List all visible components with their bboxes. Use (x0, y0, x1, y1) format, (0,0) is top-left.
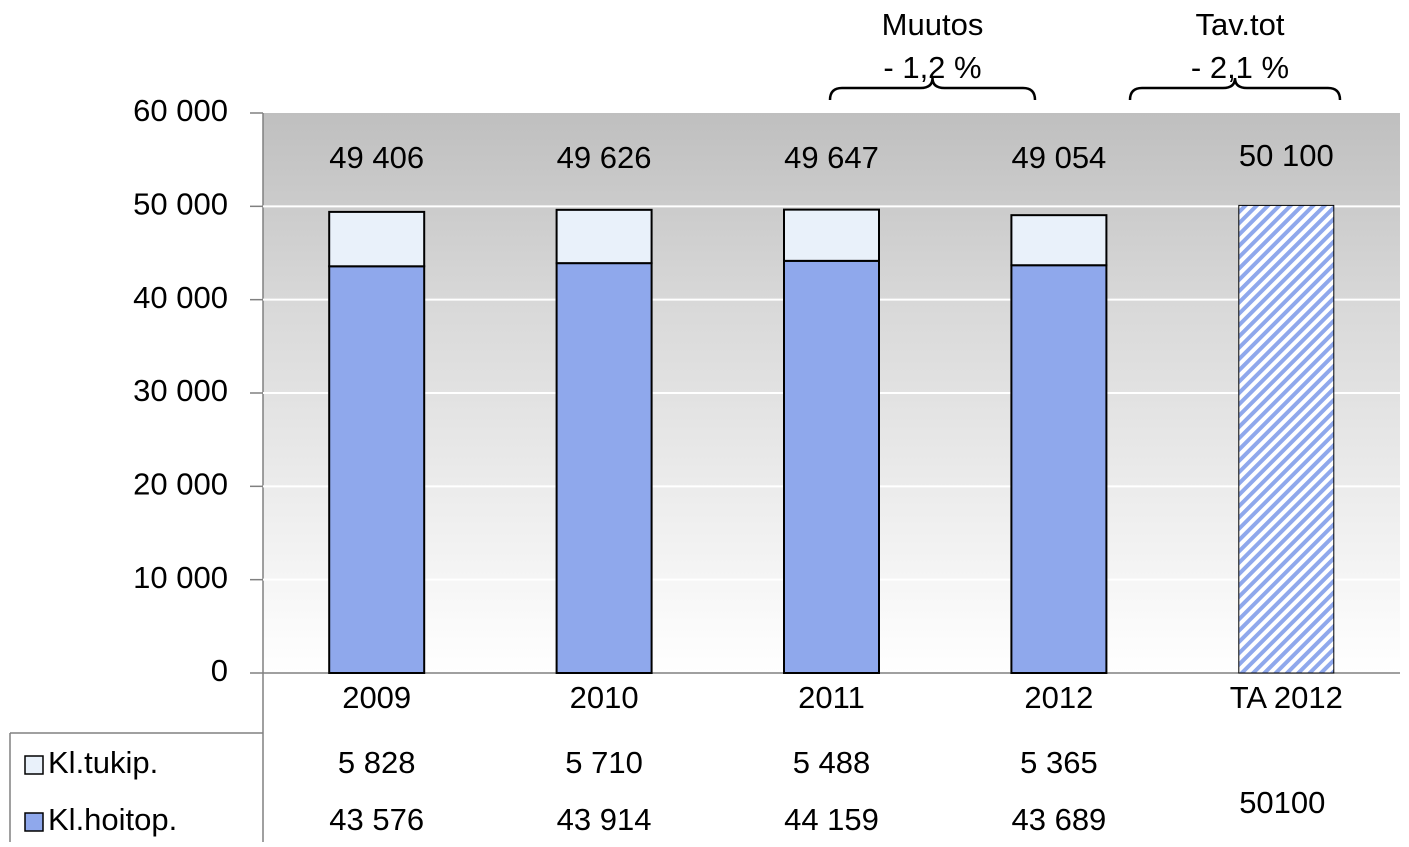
annotation-brace (1128, 77, 1342, 101)
budget-bar (1238, 204, 1335, 674)
table-value: 44 159 (784, 802, 879, 837)
bar-segment (555, 208, 653, 265)
table-value: 43 689 (1011, 802, 1106, 837)
y-tick-label: 0 (211, 653, 228, 688)
y-tick-label: 10 000 (133, 560, 228, 595)
annotation-brace (828, 77, 1037, 101)
bar-segment (1010, 214, 1108, 267)
legend-swatch (24, 755, 44, 775)
y-tick-label: 30 000 (133, 373, 228, 408)
annotation-title: Tav.tot (1195, 7, 1284, 42)
y-tick-label: 50 000 (133, 187, 228, 222)
bar-segment (1010, 264, 1108, 674)
bar-segment (328, 265, 426, 674)
table-value: 5 828 (338, 745, 416, 780)
table-value: 5 488 (793, 745, 871, 780)
legend-label: Kl.hoitop. (48, 802, 177, 837)
x-tick-label: TA 2012 (1230, 680, 1343, 715)
y-tick-label: 60 000 (133, 93, 228, 128)
y-tick-label: 20 000 (133, 467, 228, 502)
table-value: 5 365 (1020, 745, 1098, 780)
annotation-title: Muutos (882, 7, 984, 42)
x-tick-label: 2010 (570, 680, 639, 715)
legend-label: Kl.tukip. (48, 745, 158, 780)
x-tick-label: 2009 (342, 680, 411, 715)
x-tick-label: 2011 (798, 680, 865, 715)
x-tick-label: 2012 (1024, 680, 1093, 715)
table-value: 43 914 (557, 802, 652, 837)
y-tick-label: 40 000 (133, 280, 228, 315)
total-label: 49 406 (329, 140, 424, 175)
total-label: 49 626 (557, 140, 652, 175)
annotation-text: - 2,1 % (1191, 50, 1289, 85)
bar-segment (555, 262, 653, 674)
bar-segment (783, 259, 880, 674)
budget-table-label: 50100 (1239, 785, 1325, 820)
bar-segment (328, 210, 426, 268)
bar-segment (783, 208, 880, 262)
total-label: 49 054 (1011, 140, 1106, 175)
total-label: 50 100 (1239, 138, 1334, 173)
legend-swatch (24, 812, 44, 832)
table-value: 5 710 (565, 745, 643, 780)
table-value: 43 576 (329, 802, 424, 837)
total-label: 49 647 (784, 140, 879, 175)
